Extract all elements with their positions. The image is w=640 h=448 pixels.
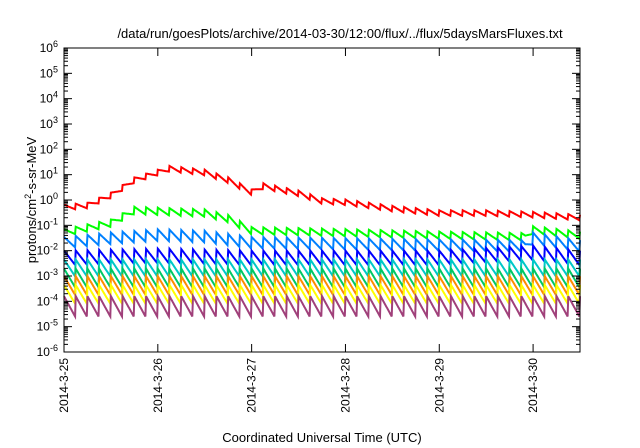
- plot-frame: [63, 47, 581, 353]
- series-line-8: [63, 281, 581, 308]
- x-tick-label: 2014-3-29: [432, 358, 446, 413]
- y-axis-title-part-2: -s-sr-MeV: [24, 136, 39, 193]
- x-tick-label: 2014-3-26: [151, 358, 165, 413]
- y-tick-exponent: -4: [50, 292, 58, 302]
- y-tick-label: 102: [40, 140, 58, 156]
- y-tick-label: 100: [40, 191, 58, 207]
- y-tick-base: 10: [40, 193, 54, 207]
- y-tick-exponent: 3: [53, 115, 58, 125]
- y-tick-label: 101: [40, 166, 58, 182]
- y-tick-exponent: 5: [53, 64, 58, 74]
- y-tick-exponent: 4: [53, 90, 58, 100]
- series-line-1: [63, 164, 581, 223]
- y-axis-title: protons/cm2-s-sr-MeV: [23, 136, 39, 263]
- y-tick-label: 10-4: [37, 292, 58, 308]
- series-layer: [63, 164, 581, 321]
- y-tick-base: 10: [40, 41, 54, 55]
- y-tick-exponent: 0: [53, 191, 58, 201]
- series-line-5: [63, 256, 581, 280]
- x-tick-label: 2014-3-25: [57, 358, 71, 413]
- y-tick-exponent: -6: [50, 343, 58, 353]
- y-tick-base: 10: [37, 320, 51, 334]
- x-axis-title: Coordinated Universal Time (UTC): [222, 430, 421, 445]
- y-tick-exponent: -2: [50, 242, 58, 252]
- y-axis-title-part-1: protons/cm: [24, 199, 39, 263]
- y-tick-label: 10-2: [37, 242, 58, 258]
- y-tick-base: 10: [40, 66, 54, 80]
- series-line-9: [63, 292, 581, 321]
- y-tick-exponent: 1: [53, 166, 58, 176]
- chart-title: /data/run/goesPlots/archive/2014-03-30/1…: [117, 26, 563, 41]
- series-line-2: [63, 204, 581, 242]
- y-tick-label: 10-1: [37, 216, 58, 232]
- y-tick-exponent: -3: [50, 267, 58, 277]
- y-tick-base: 10: [37, 218, 51, 232]
- x-tick-label: 2014-3-30: [526, 358, 540, 413]
- y-tick-label: 104: [40, 90, 58, 106]
- series-line-3: [63, 227, 581, 255]
- y-tick-base: 10: [40, 168, 54, 182]
- y-axis-title-superscript: 2: [23, 194, 33, 199]
- series-line-6: [63, 264, 581, 291]
- x-tick-label: 2014-3-27: [245, 358, 259, 413]
- y-tick-label: 10-6: [37, 343, 58, 359]
- y-tick-label: 10-5: [37, 318, 58, 334]
- y-tick-base: 10: [37, 345, 51, 359]
- y-tick-base: 10: [37, 244, 51, 258]
- y-tick-base: 10: [40, 92, 54, 106]
- y-tick-label: 10-3: [37, 267, 58, 283]
- y-tick-exponent: -5: [50, 318, 58, 328]
- x-tick-label: 2014-3-28: [338, 358, 352, 413]
- series-line-4: [63, 242, 581, 269]
- y-tick-label: 103: [40, 115, 58, 131]
- axis-layer: 10-610-510-410-310-210-11001011021031041…: [37, 39, 580, 413]
- series-line-7: [63, 272, 581, 299]
- y-tick-label: 106: [40, 39, 58, 55]
- y-tick-base: 10: [37, 269, 51, 283]
- y-tick-base: 10: [40, 142, 54, 156]
- y-tick-exponent: 6: [53, 39, 58, 49]
- y-tick-base: 10: [40, 117, 54, 131]
- y-tick-label: 105: [40, 64, 58, 80]
- y-tick-exponent: 2: [53, 140, 58, 150]
- y-tick-exponent: -1: [50, 216, 58, 226]
- y-tick-base: 10: [37, 294, 51, 308]
